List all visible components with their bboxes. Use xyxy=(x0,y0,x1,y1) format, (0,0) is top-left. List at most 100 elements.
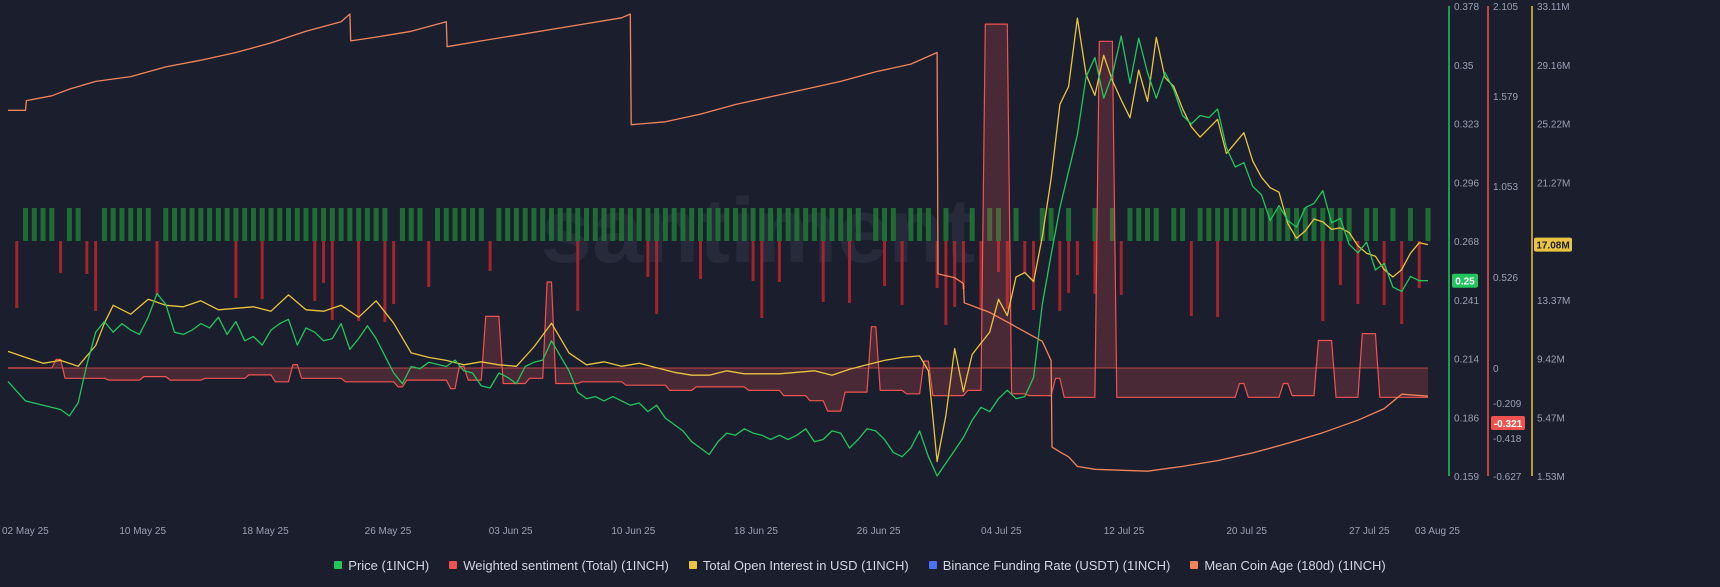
sentiment-current-label: -0.321 xyxy=(1494,419,1523,430)
axis-sentiment-tick: 0.526 xyxy=(1493,273,1518,284)
axis-sentiment-tick: -0.418 xyxy=(1493,434,1522,445)
sentiment-bar-negative xyxy=(15,241,19,308)
sentiment-bar-positive xyxy=(1039,208,1045,241)
sentiment-bar-positive xyxy=(855,208,861,241)
sentiment-bar-positive xyxy=(1197,208,1203,241)
sentiment-bar-positive xyxy=(408,208,414,241)
legend-swatch-funding xyxy=(928,561,937,569)
price-line xyxy=(7,35,1428,477)
sentiment-bar-positive xyxy=(1250,208,1256,241)
sentiment-bar-positive xyxy=(697,208,703,241)
sentiment-bar-positive xyxy=(811,208,817,241)
x-axis-tick: 12 Jul 25 xyxy=(1104,526,1145,537)
x-axis-tick: 10 May 25 xyxy=(119,526,166,537)
sentiment-bar-negative xyxy=(1058,241,1062,311)
sentiment-bar-negative xyxy=(330,241,334,320)
legend-item-price[interactable]: Price (1INCH) xyxy=(334,554,429,576)
axis-price-tick: 0.296 xyxy=(1454,178,1479,189)
sentiment-bar-positive xyxy=(452,208,458,241)
sentiment-bar-negative xyxy=(1400,241,1404,324)
axis-price-tick: 0.323 xyxy=(1454,120,1479,131)
sentiment-bar-positive xyxy=(925,208,931,241)
axis-sentiment-tick: -0.209 xyxy=(1493,399,1522,410)
sentiment-bar-positive xyxy=(671,208,677,241)
sentiment-bar-negative xyxy=(760,241,764,318)
axis-price-tick: 0.268 xyxy=(1454,237,1479,248)
mean-coin-age-line xyxy=(8,13,1429,472)
legend-item-sentiment[interactable]: Weighted sentiment (Total) (1INCH) xyxy=(449,554,669,576)
legend-item-mean-coin-age[interactable]: Mean Coin Age (180d) (1INCH) xyxy=(1190,554,1386,576)
axis-open_interest-tick: 13.37M xyxy=(1537,296,1570,307)
sentiment-bar-positive xyxy=(1407,208,1413,241)
sentiment-bar-negative xyxy=(576,241,580,311)
sentiment-bar-positive xyxy=(478,208,484,241)
sentiment-bar-negative xyxy=(1023,241,1027,273)
sentiment-bar-positive xyxy=(277,208,283,241)
x-axis-tick: 18 May 25 xyxy=(242,526,289,537)
sentiment-bar-positive xyxy=(1258,208,1264,241)
sentiment-bar-negative xyxy=(85,241,89,274)
axis-price-tick: 0.186 xyxy=(1454,413,1479,424)
sentiment-bar-positive xyxy=(680,208,686,241)
sentiment-bar-positive xyxy=(1302,208,1308,241)
sentiment-bar-positive xyxy=(873,208,879,241)
sentiment-bar-positive xyxy=(768,208,774,241)
sentiment-bar-negative xyxy=(900,241,904,305)
axis-open_interest-tick: 25.22M xyxy=(1537,120,1570,131)
sentiment-bar-positive xyxy=(207,208,213,241)
sentiment-bar-negative xyxy=(655,241,659,314)
sentiment-bar-positive xyxy=(303,208,309,241)
legend-swatch-price xyxy=(334,561,343,569)
legend-item-open-interest[interactable]: Total Open Interest in USD (1INCH) xyxy=(688,554,909,576)
sentiment-bar-positive xyxy=(163,208,169,241)
sentiment-bar-positive xyxy=(180,208,186,241)
sentiment-bar-positive xyxy=(1241,208,1247,241)
sentiment-bar-positive xyxy=(31,208,37,241)
sentiment-bar-positive xyxy=(1109,208,1115,241)
sentiment-bar-negative xyxy=(1356,241,1360,304)
legend-item-funding[interactable]: Binance Funding Rate (USDT) (1INCH) xyxy=(928,554,1170,576)
sentiment-bar-positive xyxy=(995,208,1001,241)
sentiment-bar-negative xyxy=(260,241,264,299)
x-axis-tick: 26 Jun 25 xyxy=(857,526,901,537)
sentiment-bar-positive xyxy=(461,208,467,241)
sentiment-bar-positive xyxy=(943,208,949,241)
axis-sentiment-tick: 1.579 xyxy=(1493,92,1518,103)
sentiment-bar-positive xyxy=(724,208,730,241)
sentiment-bar-positive xyxy=(75,208,81,241)
sentiment-bar-positive xyxy=(224,208,230,241)
sentiment-bar-positive xyxy=(356,208,362,241)
sentiment-bar-negative xyxy=(944,241,948,325)
sentiment-bar-positive xyxy=(1320,208,1326,241)
sentiment-bar-positive xyxy=(23,208,29,241)
sentiment-bar-negative xyxy=(1075,241,1079,275)
sentiment-bar-positive xyxy=(584,208,590,241)
sentiment-bar-positive xyxy=(101,208,107,241)
sentiment-bar-negative xyxy=(234,241,238,298)
sentiment-bar-negative xyxy=(777,241,781,282)
sentiment-bar-positive xyxy=(1136,208,1142,241)
axis-price-tick: 0.35 xyxy=(1454,61,1474,72)
x-axis-tick: 04 Jul 25 xyxy=(981,526,1022,537)
sentiment-bar-positive xyxy=(619,208,625,241)
sentiment-bar-negative xyxy=(155,241,159,295)
price-current-badge xyxy=(1452,273,1478,288)
axis-price-tick: 0.159 xyxy=(1454,472,1479,483)
sentiment-bar-negative xyxy=(1189,241,1193,316)
sentiment-bar-positive xyxy=(689,208,695,241)
sentiment-bar-positive xyxy=(1153,208,1159,241)
sentiment-bar-positive xyxy=(49,208,55,241)
sentiment-bar-positive xyxy=(750,208,756,241)
sentiment-bar-positive xyxy=(505,208,511,241)
legend-label-sentiment: Weighted sentiment (Total) (1INCH) xyxy=(463,557,669,573)
sentiment-bar-positive xyxy=(198,208,204,241)
sentiment-bar-positive xyxy=(1276,208,1282,241)
sentiment-bar-positive xyxy=(128,208,134,241)
sentiment-bar-positive xyxy=(759,208,765,241)
sentiment-bar-negative xyxy=(427,241,431,287)
axis-open_interest-tick: 9.42M xyxy=(1537,355,1565,366)
sentiment-bar-positive xyxy=(119,208,125,241)
sentiment-bar-positive xyxy=(987,208,993,241)
